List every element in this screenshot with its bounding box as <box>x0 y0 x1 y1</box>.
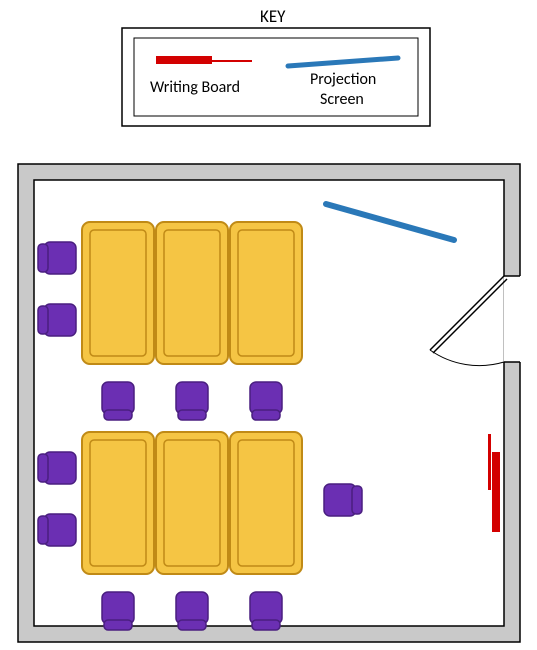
key-swatch-projection <box>288 58 398 66</box>
chair <box>102 592 134 630</box>
desk <box>156 432 228 574</box>
door-leaf-a <box>430 276 504 350</box>
chair <box>38 514 76 546</box>
desk <box>230 432 302 574</box>
desk <box>82 222 154 364</box>
writing-board-thin <box>488 434 491 490</box>
chair <box>102 382 134 420</box>
chair <box>38 242 76 274</box>
chair <box>250 592 282 630</box>
key-inner-box <box>134 38 418 116</box>
projection-screen <box>326 204 454 240</box>
chair <box>250 382 282 420</box>
floorplan-svg <box>0 0 537 650</box>
chair <box>38 304 76 336</box>
desk <box>82 432 154 574</box>
desk <box>230 222 302 364</box>
desk <box>156 222 228 364</box>
chair <box>176 592 208 630</box>
writing-board-thick <box>492 452 500 532</box>
key-swatch-writing-thick <box>156 56 212 64</box>
door-arc <box>430 350 504 366</box>
key-swatch-writing-thin <box>212 60 252 62</box>
key-outer-box <box>122 28 430 126</box>
door-leaf-b <box>433 279 507 353</box>
chair <box>176 382 208 420</box>
chair <box>38 452 76 484</box>
chair <box>324 484 362 516</box>
door-opening <box>504 276 522 362</box>
